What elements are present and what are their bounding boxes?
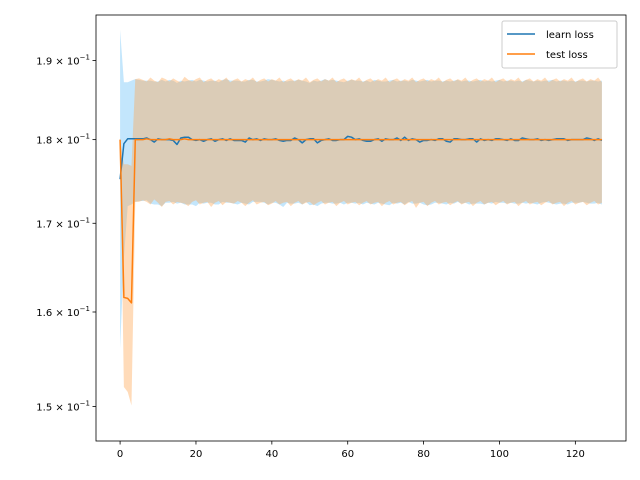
x-tick-label: 120 bbox=[566, 449, 585, 460]
y-tick-label: 1.7 × 10−1 bbox=[36, 216, 90, 230]
y-tick-label: 1.8 × 10−1 bbox=[36, 133, 90, 147]
plot-frame bbox=[95, 14, 627, 442]
y-tick-label: 1.5 × 10−1 bbox=[36, 399, 90, 413]
x-tick-label: 0 bbox=[117, 449, 123, 460]
y-tick-label: 1.6 × 10−1 bbox=[36, 305, 90, 319]
x-tick-label: 40 bbox=[265, 449, 278, 460]
legend-box bbox=[501, 20, 618, 69]
x-tick-label: 60 bbox=[341, 449, 354, 460]
series-lines bbox=[119, 135, 603, 304]
legend: learn loss test loss bbox=[501, 20, 618, 69]
x-tick-label: 80 bbox=[417, 449, 430, 460]
legend-label-learn-loss: learn loss bbox=[546, 30, 594, 41]
line-test-loss bbox=[119, 138, 602, 304]
y-tick-label: 1.9 × 10−1 bbox=[36, 54, 90, 68]
band-learn-loss bbox=[120, 30, 602, 349]
confidence-bands bbox=[120, 30, 602, 406]
axes: 0 20 40 60 80 100 120 1.5 × 10−1 1.6 × 10−1 1.7 ×… bbox=[36, 14, 627, 460]
x-tick-label: 20 bbox=[190, 449, 203, 460]
legend-label-test-loss: test loss bbox=[546, 50, 588, 61]
x-tick-label: 100 bbox=[490, 449, 509, 460]
band-test-loss bbox=[120, 76, 602, 406]
